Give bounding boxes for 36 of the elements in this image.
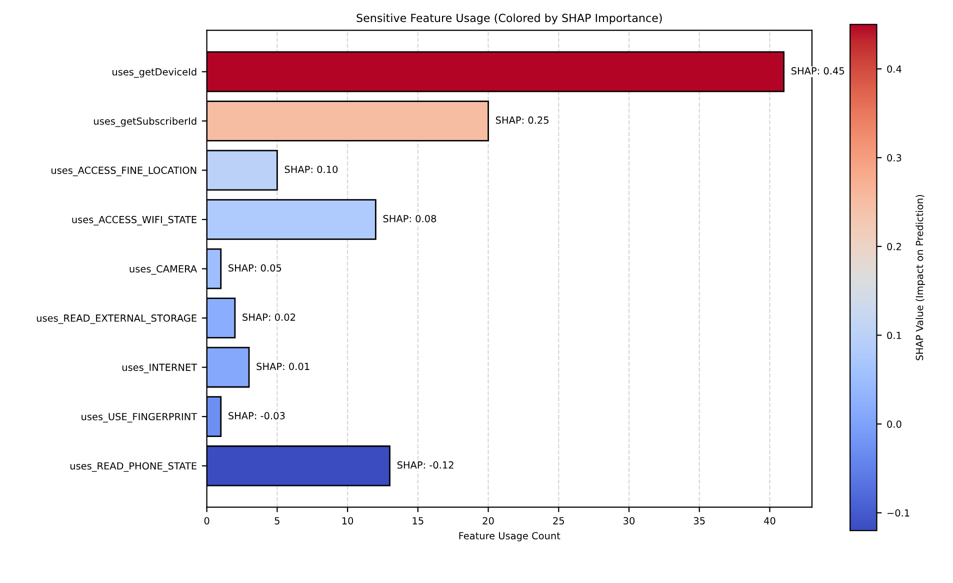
x-axis-title: Feature Usage Count [459, 532, 560, 542]
annotation: SHAP: 0.08 [383, 214, 436, 222]
y-tick-label: uses_USE_FINGERPRINT [82, 412, 198, 422]
color-bar-label: 0.2 [887, 242, 901, 250]
chart-title: Sensitive Feature Usage (Colored by SHAP Importance) [356, 14, 662, 24]
x-tick-label: 35 [694, 517, 705, 524]
annotation: SHAP: 0.05 [228, 264, 282, 272]
annotation: SHAP: 0.02 [242, 313, 296, 321]
y-tick-label: uses_READ_PHONE_STATE [70, 462, 196, 472]
x-tick-label: 15 [412, 517, 424, 524]
y-tick-label: uses_CAMERA [130, 265, 197, 275]
x-tick-label: 10 [342, 517, 354, 524]
x-tick-label: 25 [553, 517, 564, 524]
y-tick-label: uses_INTERNET [122, 364, 198, 374]
x-tick-label: 40 [764, 517, 776, 524]
color-bar-label: 0.0 [887, 420, 902, 428]
color-bar-label: 0.4 [887, 65, 902, 73]
annotation: SHAP: -0.03 [228, 412, 285, 420]
color-bar-title: SHAP Value (Impact on Prediction) [916, 195, 926, 360]
annotation: SHAP: -0.12 [397, 461, 454, 469]
x-tick-label: 20 [482, 517, 494, 524]
x-tick-label: 5 [274, 517, 280, 524]
color-bar-label: −0.1 [888, 509, 910, 517]
y-tick-label: uses_getSubscriberId [94, 117, 196, 127]
x-tick-label: 0 [204, 517, 210, 524]
annotation: SHAP: 0.45 [791, 67, 844, 75]
y-tick-label: uses_ACCESS_WIFI_STATE [72, 216, 196, 226]
annotation: SHAP: 0.25 [496, 116, 548, 124]
color-bar-label: 0.1 [887, 332, 902, 340]
y-tick-label: uses_READ_EXTERNAL_STORAGE [36, 314, 196, 324]
color-bar-label: 0.3 [887, 154, 902, 162]
x-tick-label: 30 [624, 517, 635, 524]
annotation: SHAP: 0.01 [256, 362, 310, 370]
y-tick-label: uses_ACCESS_FINE_LOCATION [51, 166, 196, 176]
y-tick-label: uses_getDeviceId [112, 68, 196, 78]
annotation: SHAP: 0.10 [284, 166, 338, 174]
